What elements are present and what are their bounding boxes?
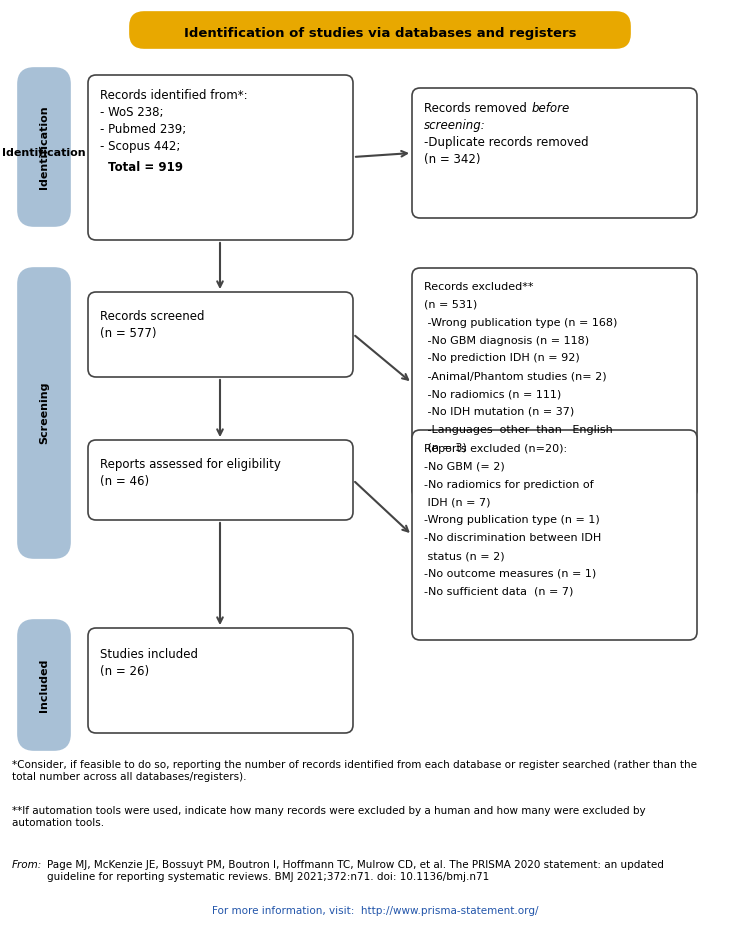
Text: Included: Included [39, 658, 49, 712]
FancyBboxPatch shape [412, 88, 697, 218]
Text: (n = 26): (n = 26) [100, 665, 149, 678]
Text: IDH (n = 7): IDH (n = 7) [424, 498, 490, 507]
Text: (n = 46): (n = 46) [100, 475, 149, 488]
Text: Total = 919: Total = 919 [108, 161, 183, 174]
Text: -Wrong publication type (n = 168): -Wrong publication type (n = 168) [424, 318, 617, 328]
Text: Screening: Screening [39, 382, 49, 445]
Text: - Pubmed 239;: - Pubmed 239; [100, 123, 186, 136]
Text: Records identified from*:: Records identified from*: [100, 89, 248, 102]
FancyBboxPatch shape [88, 628, 353, 733]
Text: -No discrimination between IDH: -No discrimination between IDH [424, 533, 602, 544]
Text: before: before [532, 102, 570, 115]
Text: -No GBM diagnosis (n = 118): -No GBM diagnosis (n = 118) [424, 335, 590, 346]
Text: Studies included: Studies included [100, 648, 198, 661]
Text: Identification of studies via databases and registers: Identification of studies via databases … [184, 27, 576, 40]
Text: **If automation tools were used, indicate how many records were excluded by a hu: **If automation tools were used, indicat… [12, 806, 646, 828]
FancyBboxPatch shape [88, 292, 353, 377]
Text: Reports assessed for eligibility: Reports assessed for eligibility [100, 458, 280, 471]
Text: (n = 577): (n = 577) [100, 327, 157, 340]
FancyBboxPatch shape [18, 620, 70, 750]
Text: - WoS 238;: - WoS 238; [100, 106, 164, 119]
Text: (n = 531): (n = 531) [424, 300, 477, 310]
Text: -Languages  other  than   English: -Languages other than English [424, 425, 613, 435]
Text: -No IDH mutation (n = 37): -No IDH mutation (n = 37) [424, 407, 574, 417]
Text: -No radiomics for prediction of: -No radiomics for prediction of [424, 480, 594, 489]
Text: -No radiomics (n = 111): -No radiomics (n = 111) [424, 389, 561, 399]
FancyBboxPatch shape [18, 268, 70, 558]
Text: -Animal/Phantom studies (n= 2): -Animal/Phantom studies (n= 2) [424, 371, 607, 381]
Text: (n = 3): (n = 3) [424, 443, 466, 453]
Text: screening:: screening: [424, 119, 486, 132]
FancyBboxPatch shape [88, 75, 353, 240]
Text: -No outcome measures (n = 1): -No outcome measures (n = 1) [424, 569, 596, 579]
Text: Records excluded**: Records excluded** [424, 282, 533, 292]
Text: Records removed: Records removed [424, 102, 531, 115]
FancyBboxPatch shape [88, 440, 353, 520]
Text: *Consider, if feasible to do so, reporting the number of records identified from: *Consider, if feasible to do so, reporti… [12, 760, 697, 782]
Text: -No GBM (= 2): -No GBM (= 2) [424, 461, 505, 472]
Text: Page MJ, McKenzie JE, Bossuyt PM, Boutron I, Hoffmann TC, Mulrow CD, et al. The : Page MJ, McKenzie JE, Bossuyt PM, Boutro… [47, 860, 664, 882]
Text: Records screened: Records screened [100, 310, 205, 323]
Text: From:: From: [12, 860, 42, 870]
FancyBboxPatch shape [130, 12, 630, 48]
FancyBboxPatch shape [412, 430, 697, 640]
Text: (n = 342): (n = 342) [424, 153, 481, 166]
FancyBboxPatch shape [412, 268, 697, 498]
FancyBboxPatch shape [18, 68, 70, 226]
Text: -No prediction IDH (n = 92): -No prediction IDH (n = 92) [424, 353, 580, 363]
Text: -Wrong publication type (n = 1): -Wrong publication type (n = 1) [424, 516, 600, 526]
Text: Identification: Identification [2, 148, 86, 158]
Text: Identification: Identification [39, 106, 49, 189]
Text: For more information, visit:  http://www.prisma-statement.org/: For more information, visit: http://www.… [211, 906, 538, 916]
Text: -Duplicate records removed: -Duplicate records removed [424, 136, 589, 149]
Text: - Scopus 442;: - Scopus 442; [100, 140, 180, 153]
Text: Reports excluded (n=20):: Reports excluded (n=20): [424, 444, 567, 454]
Text: status (n = 2): status (n = 2) [424, 551, 505, 561]
Text: -No sufficient data  (n = 7): -No sufficient data (n = 7) [424, 587, 573, 597]
